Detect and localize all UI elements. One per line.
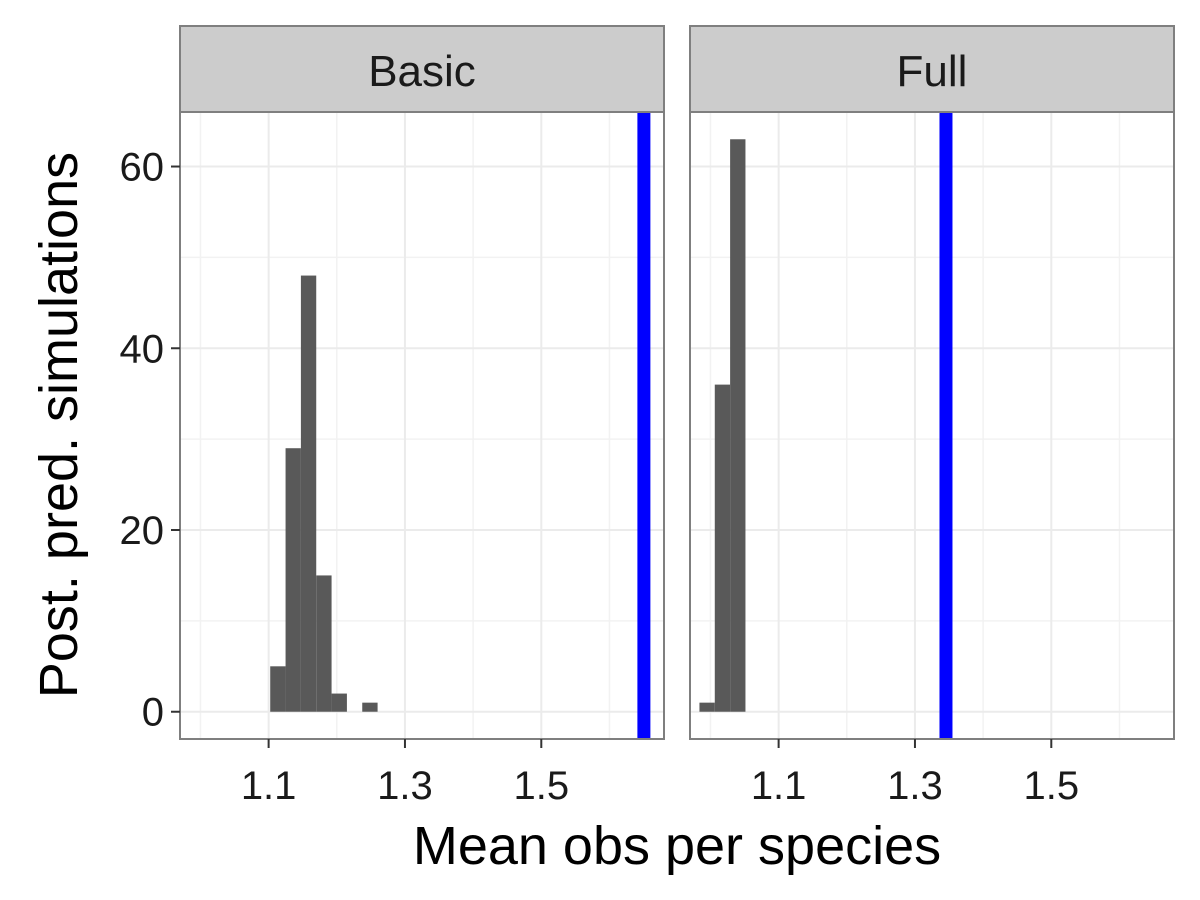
y-tick-label: 20 xyxy=(120,509,165,553)
x-tick-label: 1.1 xyxy=(241,764,297,808)
y-axis-title: Post. pred. simulations xyxy=(29,152,89,698)
x-axis-title: Mean obs per species xyxy=(413,816,941,876)
histogram-bar xyxy=(331,693,347,712)
panel-background xyxy=(690,112,1174,739)
histogram-bar xyxy=(300,275,317,712)
facet-strip xyxy=(689,25,1175,113)
histogram-bar xyxy=(362,702,378,712)
histogram-bar xyxy=(270,666,286,712)
observed-value-line xyxy=(637,112,651,739)
x-tick-label: 1.1 xyxy=(751,764,807,808)
facet-strip-label: Basic xyxy=(368,47,476,96)
x-tick-label: 1.5 xyxy=(1023,764,1079,808)
observed-value-line xyxy=(939,112,953,739)
y-axis: 0 20 40 60 xyxy=(120,146,180,735)
histogram-bar xyxy=(714,384,731,712)
histogram-bar xyxy=(316,575,332,712)
x-tick-label: 1.5 xyxy=(513,764,569,808)
histogram-bar xyxy=(699,702,715,712)
facet-panel-basic: Basic 1.1 1.3 1.5 xyxy=(179,25,665,808)
y-tick-label: 0 xyxy=(142,691,164,735)
facets: Basic 1.1 1.3 1.5 Full 1.1 1.3 1.5 xyxy=(179,25,1175,808)
facet-strip xyxy=(179,25,665,113)
y-tick-label: 40 xyxy=(120,327,165,371)
y-tick-label: 60 xyxy=(120,146,165,190)
x-tick-label: 1.3 xyxy=(887,764,943,808)
histogram-bar xyxy=(285,448,301,712)
x-tick-label: 1.3 xyxy=(377,764,433,808)
histogram-bar xyxy=(730,139,746,712)
facet-strip-label: Full xyxy=(897,47,968,96)
facet-panel-full: Full 1.1 1.3 1.5 xyxy=(689,25,1175,808)
panel-background xyxy=(180,112,664,739)
